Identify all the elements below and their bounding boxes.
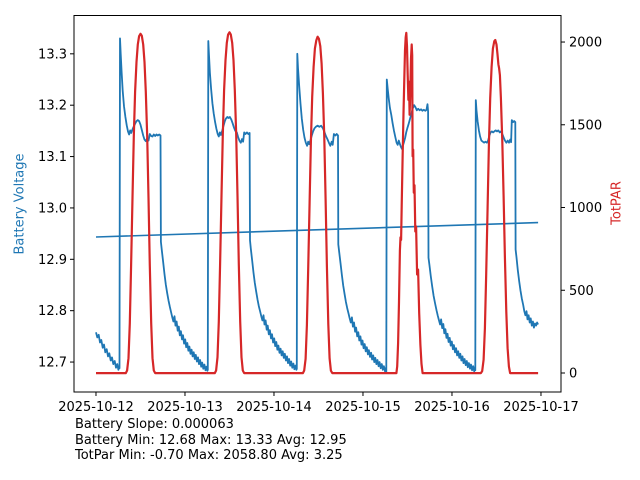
right-tick-label: 500 [569,284,594,299]
left-tick-label: 12.8 [38,304,67,319]
left-tick-label: 12.9 [38,253,67,268]
x-tick-label: 2025-10-14 [236,400,312,415]
right-tick-label: 1000 [569,201,602,216]
x-tick-label: 2025-10-16 [414,400,490,415]
battery-trend-line [95,221,539,238]
x-tick-label: 2025-10-17 [503,400,579,415]
stat-battery-minmax: Battery Min: 12.68 Max: 13.33 Avg: 12.95 [75,432,347,448]
stat-battery-slope: Battery Slope: 0.000063 [75,417,234,432]
right-tick-label: 1500 [569,118,602,133]
totpar-line [96,31,539,375]
right-tick-label: 2000 [569,36,602,51]
x-tick-label: 2025-10-15 [325,400,401,415]
left-tick-label: 13.3 [38,47,67,62]
left-axis-label: Battery Voltage [12,153,28,255]
stat-totpar-minmax: TotPar Min: -0.70 Max: 2058.80 Avg: 3.25 [75,448,343,463]
left-tick-label: 13.2 [38,99,67,114]
right-axis-label: TotPAR [609,181,625,225]
left-tick-label: 13.0 [38,201,67,216]
plot-area [73,15,562,393]
stats-block: Battery Slope: 0.000063 Battery Min: 12.… [75,417,347,464]
left-tick-label: 12.7 [38,356,67,371]
right-tick-label: 0 [569,367,577,382]
x-tick-label: 2025-10-12 [58,400,134,415]
battery-voltage-line [95,37,539,373]
x-tick-label: 2025-10-13 [147,400,223,415]
left-tick-label: 13.1 [38,150,67,165]
